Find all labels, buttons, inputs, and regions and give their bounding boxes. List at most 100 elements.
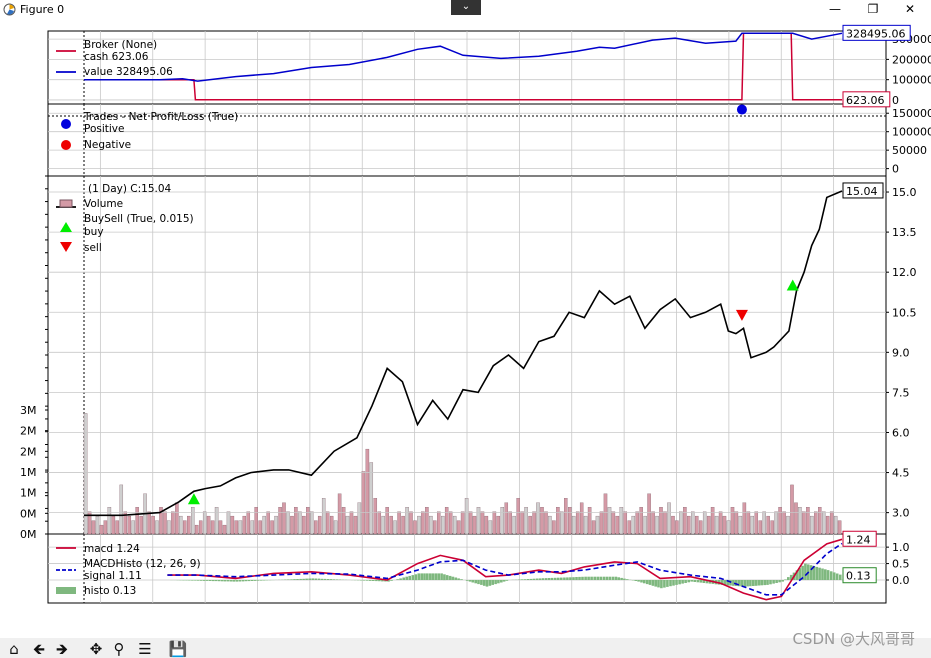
histo-bar: [411, 575, 415, 580]
volume-bar: [456, 520, 461, 535]
volume-bar: [734, 511, 739, 535]
volume-bar: [302, 515, 306, 535]
y-tick-label-price: 3.0: [892, 507, 910, 520]
volume-bar: [373, 498, 378, 535]
y-tick-label-volume: 1M: [20, 466, 37, 479]
chevron-down-icon[interactable]: ⌄: [451, 0, 481, 15]
legend-positive: Positive: [84, 123, 124, 135]
volume-bar: [512, 515, 516, 535]
histo-bar: [614, 576, 618, 580]
histo-bar: [569, 577, 572, 580]
histo-bar: [775, 580, 778, 583]
trade-marker-positive: [736, 104, 747, 115]
histo-bar: [696, 580, 700, 583]
y-tick-label-volume: 1M: [20, 487, 37, 500]
histo-bar: [666, 580, 669, 587]
histo-bar: [839, 574, 842, 580]
histo-bar: [494, 580, 497, 585]
volume-bar: [802, 511, 806, 535]
cash-line: [84, 32, 842, 101]
volume-bar: [444, 507, 449, 535]
volume-bar: [381, 515, 385, 535]
volume-bar: [726, 520, 731, 535]
volume-bar: [750, 515, 755, 535]
histo-bar: [544, 578, 548, 580]
price-last-label-box: [842, 182, 884, 199]
volume-bar: [290, 515, 294, 535]
y-tick-label-macd: 0.5: [892, 558, 910, 571]
volume-bar: [452, 515, 457, 535]
volume-bar: [230, 515, 235, 535]
histo-bar: [608, 576, 612, 580]
y-tick-label-price: 13.5: [892, 226, 917, 239]
histo-bar: [500, 580, 503, 583]
volume-bar: [683, 507, 687, 535]
pan-icon[interactable]: ✥: [89, 640, 103, 658]
histo-bar: [648, 580, 652, 585]
histo-bar: [460, 579, 463, 580]
histo-bar: [244, 580, 248, 582]
histo-bar: [448, 575, 452, 580]
configure-subplots-icon[interactable]: ☰: [138, 640, 152, 658]
histo-bar: [308, 578, 311, 580]
volume-bar: [429, 515, 433, 535]
histo-bar: [535, 578, 539, 580]
histo-bar: [550, 577, 554, 580]
volume-bar: [695, 515, 699, 535]
histo-bar: [229, 580, 233, 582]
maximize-icon[interactable]: ❐: [867, 2, 879, 16]
histo-bar: [675, 580, 678, 585]
legend-negative: Negative: [84, 139, 131, 151]
volume-bar: [234, 520, 239, 535]
histo-bar: [290, 579, 293, 580]
legend-price: (1 Day) C:15.04: [88, 183, 172, 195]
forward-arrow-icon[interactable]: 🡺: [55, 640, 69, 658]
histo-bar: [798, 568, 801, 580]
y-tick-label-price: 10.5: [892, 306, 917, 319]
volume-bar: [393, 520, 397, 535]
volume-bar: [167, 520, 171, 535]
volume-bar: [254, 507, 258, 535]
histo-bar: [693, 580, 696, 582]
y-tick-label-volume: 0M: [20, 528, 37, 541]
histo-bar: [238, 580, 242, 582]
histo-bar: [620, 577, 623, 580]
volume-bar: [714, 515, 719, 535]
histo-bar: [772, 580, 775, 584]
volume-bar: [266, 511, 270, 535]
volume-bar: [298, 511, 302, 535]
volume-bar: [778, 507, 782, 535]
save-icon[interactable]: 💾: [168, 640, 188, 658]
volume-bar: [564, 498, 568, 535]
volume-bar: [155, 520, 159, 535]
volume-bar: [568, 507, 572, 535]
histo-bar: [417, 573, 421, 580]
legend-histo-swatch: [56, 587, 76, 594]
histo-bar: [829, 571, 833, 580]
histo-bar: [362, 580, 366, 581]
volume-bar: [480, 511, 485, 535]
volume-bar: [706, 515, 711, 535]
y-tick-label-price: 12.0: [892, 266, 917, 279]
close-icon[interactable]: ✕: [904, 2, 916, 16]
volume-bar: [175, 502, 179, 535]
volume-bar: [814, 511, 818, 535]
back-arrow-icon[interactable]: 🡸: [32, 640, 46, 658]
volume-bar: [341, 507, 346, 535]
volume-bar: [500, 507, 505, 535]
histo-bar: [505, 580, 509, 581]
macd-last-label: 1.24: [846, 533, 871, 546]
volume-bar: [206, 515, 211, 535]
histo-bar: [611, 576, 615, 580]
minimize-icon[interactable]: —: [829, 2, 841, 16]
home-icon[interactable]: ⌂: [9, 640, 19, 658]
zoom-icon[interactable]: ⚲: [113, 640, 125, 658]
histo-bar: [672, 580, 675, 586]
histo-bar: [399, 578, 402, 580]
volume-bar: [282, 502, 286, 535]
histo-bar: [737, 580, 741, 587]
legend-broker-title: Broker (None): [84, 39, 157, 51]
histo-bar: [726, 580, 729, 586]
histo-bar: [563, 577, 566, 580]
volume-bar: [151, 515, 155, 535]
